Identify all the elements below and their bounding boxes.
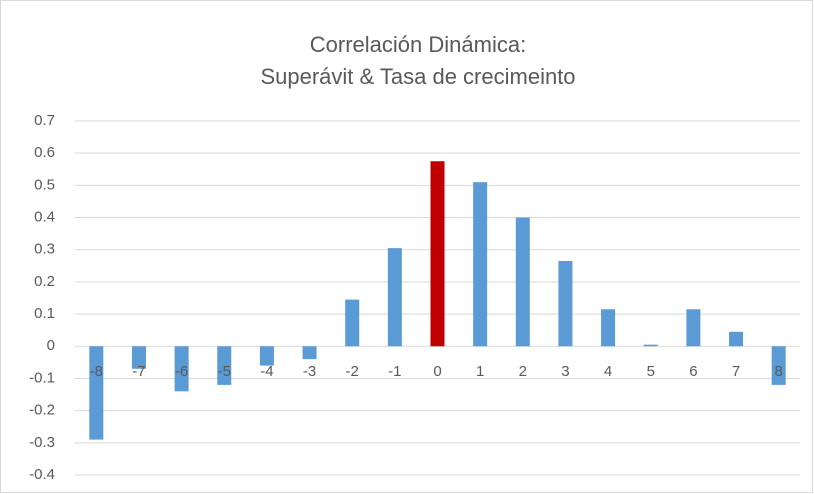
bar [430,161,445,347]
y-tick-label: 0.3 [34,241,55,258]
x-tick-label: 4 [604,363,612,380]
bar [89,346,104,440]
bar [302,346,317,360]
x-tick-label: -3 [303,363,316,380]
y-tick-label: 0.1 [34,305,55,322]
bar [686,309,701,347]
x-tick-label: -5 [218,363,231,380]
x-tick-label: 6 [689,363,697,380]
x-tick-label: 1 [476,363,484,380]
x-tick-label: -2 [346,363,359,380]
y-tick-label: -0.2 [29,402,55,419]
chart-title: Correlación Dinámica: [310,32,526,57]
x-tick-label: 2 [519,363,527,380]
bar [131,346,146,369]
x-tick-label: 8 [775,363,783,380]
y-tick-label: -0.1 [29,369,55,386]
bar [558,260,573,347]
x-tick-label: -8 [90,363,103,380]
y-tick-label: 0.4 [34,209,55,226]
bar [259,346,274,366]
bar [601,309,616,347]
bar [387,248,402,347]
bar [643,344,658,347]
y-tick-label: 0.5 [34,176,55,193]
x-tick-label: 7 [732,363,740,380]
y-tick-label: 0.6 [34,144,55,161]
y-tick-label: 0 [47,337,55,354]
bar [515,217,530,347]
bar [345,299,360,347]
y-tick-label: -0.4 [29,466,55,483]
x-tick-label: -7 [132,363,145,380]
bar [729,331,744,347]
bar [473,182,488,347]
y-tick-label: 0.2 [34,273,55,290]
bar [217,346,232,385]
bar [771,346,786,385]
y-tick-label: -0.3 [29,434,55,451]
x-tick-label: -1 [388,363,401,380]
chart-title: Superávit & Tasa de crecimeinto [260,64,575,89]
x-tick-label: 5 [647,363,655,380]
x-tick-label: 0 [433,363,441,380]
y-tick-label: 0.7 [34,112,55,129]
bar [174,346,189,392]
x-tick-label: -6 [175,363,188,380]
x-tick-label: -4 [260,363,273,380]
x-tick-label: 3 [561,363,569,380]
